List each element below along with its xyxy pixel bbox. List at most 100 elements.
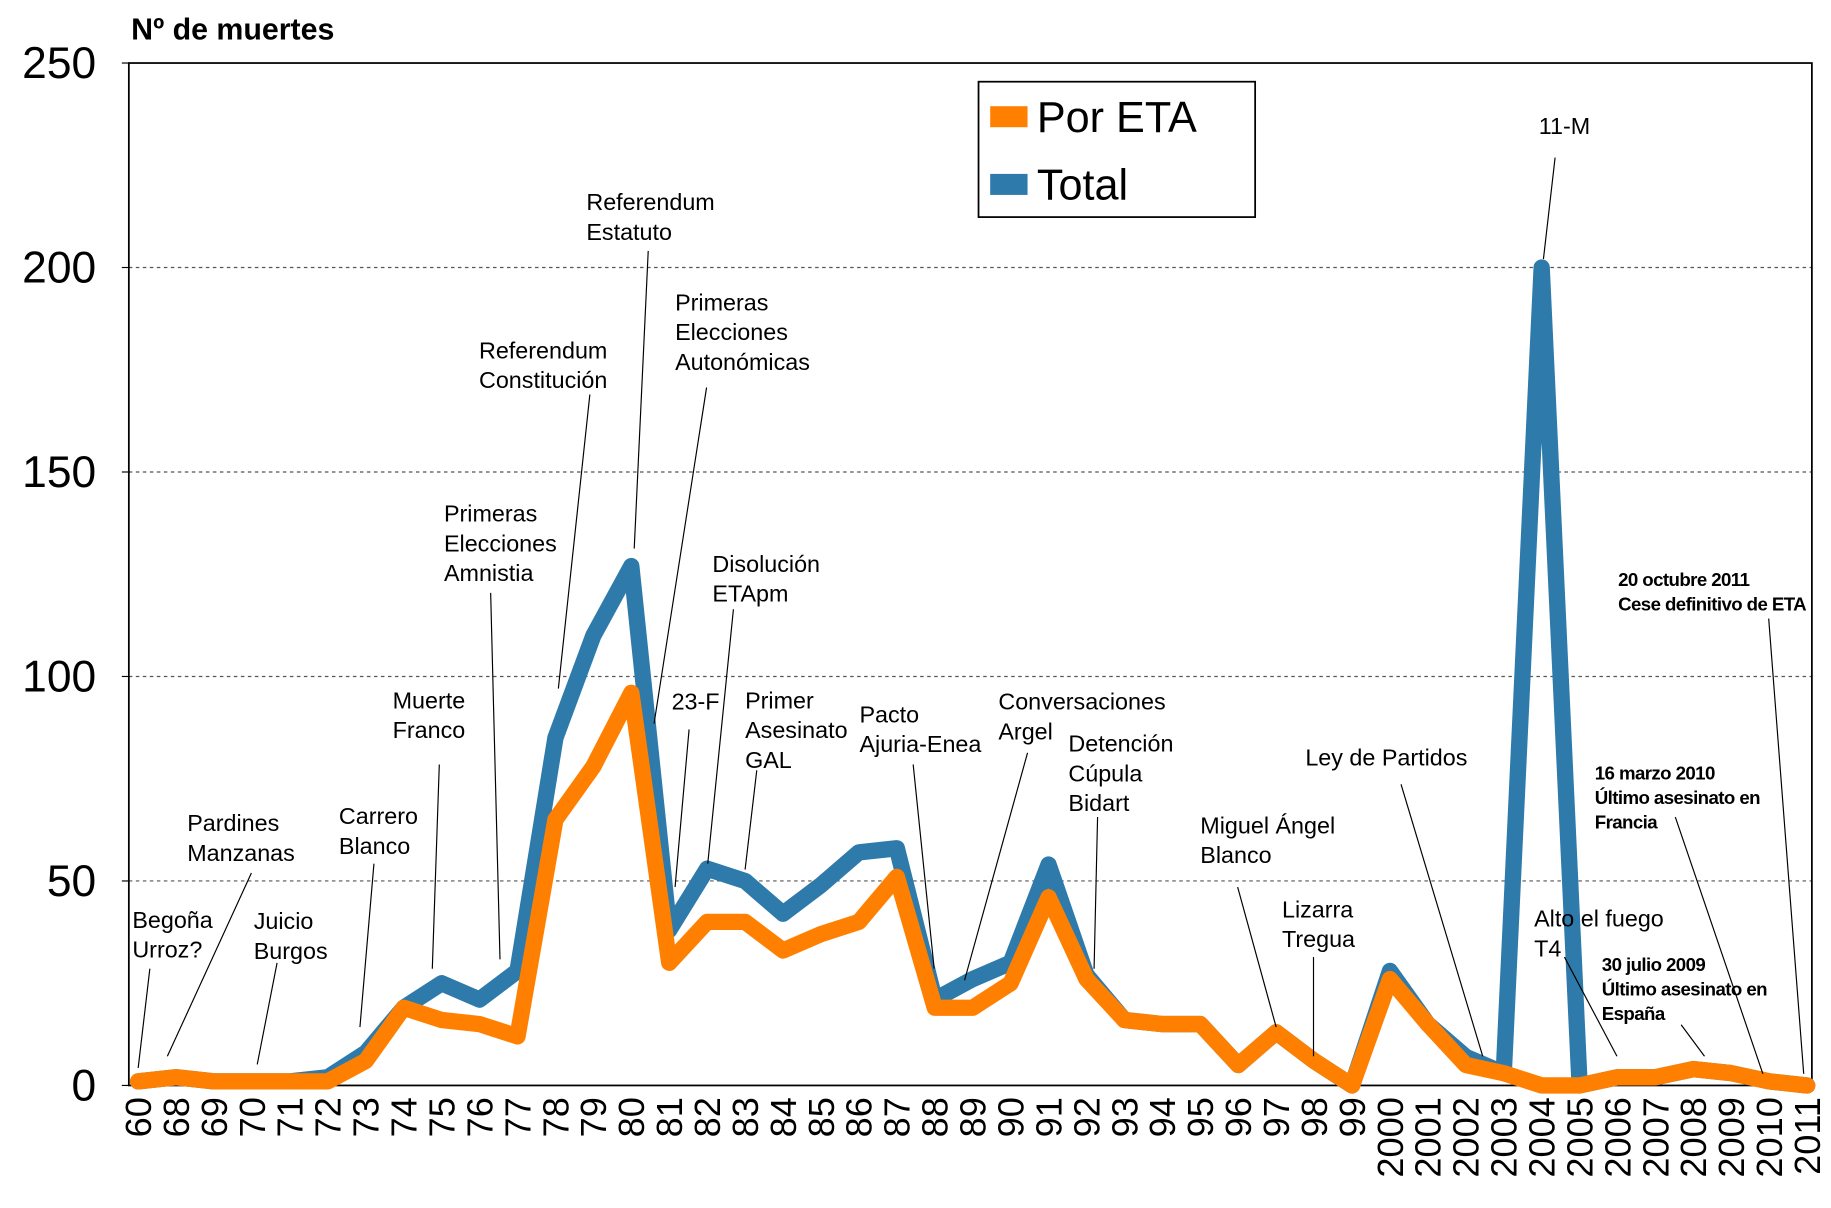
y-tick-label: 50 (47, 857, 96, 906)
annotation: Primer Asesinato GAL (745, 687, 847, 773)
annotation: 30 julio 2009 Último asesinato en España (1602, 954, 1767, 1024)
annotation-leader (912, 764, 935, 969)
x-tick-label: 70 (232, 1097, 273, 1137)
x-tick-label: 84 (763, 1097, 804, 1137)
annotation-leader (744, 770, 758, 870)
x-tick-label: 2005 (1559, 1097, 1600, 1177)
annotation-line: Muerte (393, 687, 466, 713)
x-tick-label: 2002 (1446, 1097, 1487, 1177)
annotation-line: 30 julio 2009 (1602, 954, 1706, 975)
annotation-line: Disolución (712, 551, 820, 577)
annotation: 20 octubre 2011 Cese definitivo de ETA (1618, 569, 1806, 615)
x-tick-label: 2009 (1711, 1097, 1752, 1177)
annotation-leader (653, 387, 708, 724)
x-tick-label: 2006 (1597, 1097, 1638, 1177)
series-line (130, 684, 1816, 1094)
annotation: Primeras Elecciones Amnistia (444, 501, 557, 587)
x-tick-label: 81 (649, 1097, 690, 1137)
x-tick-label: 60 (118, 1097, 159, 1137)
annotation-line: Blanco (1200, 842, 1271, 868)
annotation-line: Lizarra (1282, 896, 1353, 922)
annotation-line: ETApm (712, 581, 788, 607)
x-tick-label: 86 (839, 1097, 880, 1137)
x-tick-label: 75 (421, 1097, 462, 1137)
annotation-leader (359, 863, 375, 1028)
plot-frame (127, 62, 1813, 1087)
y-tick-label: 200 (22, 244, 96, 293)
annotation: Ley de Partidos (1305, 745, 1467, 771)
annotation-line: Tregua (1282, 926, 1355, 952)
x-tick-label: 77 (497, 1097, 538, 1137)
annotation-line: Cese definitivo de ETA (1618, 593, 1806, 614)
x-tick-label: 92 (1066, 1097, 1107, 1137)
annotation-leader (633, 250, 649, 549)
annotation-line: Bidart (1068, 790, 1129, 816)
annotation-line: Francia (1595, 812, 1658, 833)
x-tick-label: 88 (915, 1097, 956, 1137)
annotation: Detención Cúpula Bidart (1068, 731, 1173, 817)
x-tick-label: 89 (953, 1097, 994, 1137)
x-tick-label: 99 (1332, 1097, 1373, 1137)
annotation-line: Cúpula (1068, 760, 1142, 786)
annotation-line: GAL (745, 747, 792, 773)
annotation-line: Constitución (479, 367, 607, 393)
annotation-line: Blanco (339, 833, 410, 859)
annotation-line: Pardines (187, 810, 279, 836)
annotation-leader (1093, 816, 1099, 969)
annotation-line: 20 octubre 2011 (1618, 569, 1749, 590)
annotation-leader (431, 764, 440, 969)
annotation-line: 11-M (1539, 113, 1590, 139)
x-tick-label: 97 (1256, 1097, 1297, 1137)
legend-label: Por ETA (1037, 94, 1197, 142)
annotation: Disolución ETApm (712, 551, 820, 607)
x-tick-label: 82 (687, 1097, 728, 1137)
annotation-line: Manzanas (187, 840, 295, 866)
annotation-line: Alto el fuego (1534, 906, 1664, 932)
x-tick-label: 76 (459, 1097, 500, 1137)
annotation-line: Autonómicas (675, 349, 810, 375)
annotation-line: Asesinato (745, 717, 847, 743)
x-tick-label: 90 (990, 1097, 1031, 1137)
annotation-leader (707, 609, 735, 864)
y-tick-label: 100 (22, 653, 96, 702)
annotation-line: Elecciones (444, 530, 557, 556)
annotation-leader (1542, 157, 1556, 260)
annotation-line: Begoña (132, 907, 212, 933)
annotation-leader (256, 962, 278, 1065)
annotation-leader (1400, 784, 1484, 1057)
annotation: Referendum Estatuto (586, 189, 714, 245)
x-tick-label: 79 (573, 1097, 614, 1137)
annotation: 23-F (672, 689, 720, 715)
annotation-line: 16 marzo 2010 (1595, 763, 1715, 784)
x-tick-label: 93 (1104, 1097, 1145, 1137)
annotation-line: Miguel Ángel (1200, 812, 1335, 838)
annotation-line: Elecciones (675, 319, 788, 345)
legend-swatch (990, 106, 1028, 128)
legend-box (977, 80, 1257, 218)
x-tick-label: 2001 (1408, 1097, 1449, 1177)
annotation-line: Pacto (859, 701, 919, 727)
x-tick-label: 2000 (1370, 1097, 1411, 1177)
x-tick-label: 72 (308, 1097, 349, 1137)
annotation-leader (963, 752, 1029, 981)
annotation: Primeras Elecciones Autonómicas (675, 289, 810, 375)
x-tick-label: 69 (194, 1097, 235, 1137)
annotation-line: Juicio (254, 908, 314, 934)
annotation: Alto el fuego T4 (1534, 906, 1664, 962)
annotation-leader (1563, 956, 1618, 1057)
annotation: 11-M (1539, 113, 1590, 139)
annotation-line: Primeras (675, 289, 768, 315)
annotation-line: Último asesinato en (1602, 979, 1767, 1000)
x-tick-label: 91 (1028, 1097, 1069, 1137)
annotation-line: Referendum (479, 337, 607, 363)
y-tick-label: 150 (22, 448, 96, 497)
x-tick-label: 2010 (1749, 1097, 1790, 1177)
annotation: Muerte Franco (393, 687, 466, 743)
annotation-leader (1237, 886, 1277, 1028)
x-tick-label: 94 (1142, 1097, 1183, 1137)
annotation: Referendum Constitución (479, 337, 607, 393)
annotation-line: T4 (1534, 935, 1561, 961)
y-axis-title: Nº de muertes (131, 14, 334, 47)
annotation-line: 23-F (672, 689, 720, 715)
x-tick-label: 2011 (1787, 1097, 1828, 1175)
